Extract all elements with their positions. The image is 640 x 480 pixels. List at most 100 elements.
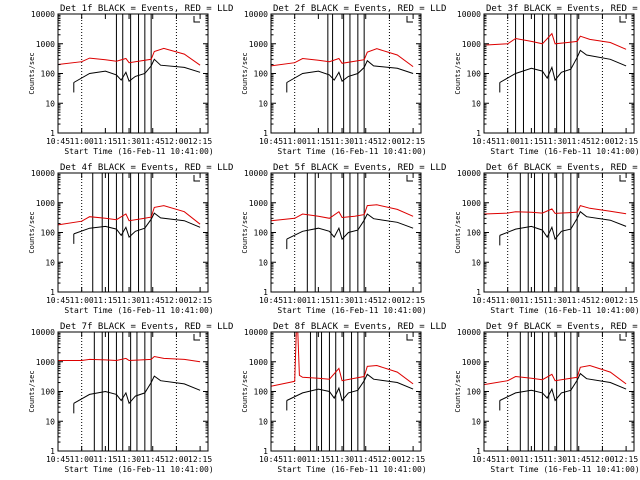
series-line-lld: [270, 331, 414, 387]
x-tick-label: 12:00: [164, 137, 188, 146]
plot-frame: [270, 172, 422, 293]
y-axis-label: Counts/sec: [28, 211, 36, 253]
x-tick-label: 11:30: [543, 296, 567, 305]
chart-panel-9: 1 10 100 1000 10000 10:45 11:00 11:15 11:30 11:45…: [454, 322, 640, 474]
y-tick-label: 1: [50, 447, 55, 456]
x-tick-label: 11:00: [70, 455, 94, 464]
x-tick-label: 12:00: [377, 296, 401, 305]
x-tick-label: 11:45: [354, 455, 378, 464]
y-tick-label: 100: [41, 70, 56, 79]
y-tick-label: 100: [254, 388, 269, 397]
corner-bracket-icon: [193, 175, 200, 182]
corner-bracket-icon: [619, 16, 626, 23]
y-axis-label: Counts/sec: [28, 52, 36, 94]
series-line-lld: [483, 32, 627, 50]
y-tick-label: 100: [41, 388, 56, 397]
y-tick-label: 10000: [457, 328, 481, 337]
x-tick-label: 11:15: [519, 296, 543, 305]
series-line-events: [499, 372, 627, 402]
series-line-events: [73, 58, 201, 83]
x-tick-label: 12:00: [164, 455, 188, 464]
x-tick-label: 11:45: [141, 137, 165, 146]
y-tick-label: 10000: [244, 10, 268, 19]
x-tick-label: 12:15: [401, 137, 425, 146]
x-tick-label: 11:30: [117, 296, 141, 305]
x-tick-label: 12:00: [377, 137, 401, 146]
x-axis-label: Start Time (16-Feb-11 10:41:00): [277, 147, 426, 156]
y-tick-label: 100: [467, 229, 482, 238]
x-tick-label: 11:30: [117, 137, 141, 146]
plot-frame: [57, 13, 209, 134]
x-tick-label: 10:45: [472, 455, 496, 464]
x-tick-label: 11:15: [519, 455, 543, 464]
y-tick-label: 10: [258, 99, 268, 108]
chart-title: Det 8f BLACK = Events, RED = LLD: [273, 322, 446, 332]
y-tick-label: 1000: [249, 40, 268, 49]
x-tick-label: 11:15: [93, 455, 117, 464]
y-tick-label: 1: [50, 288, 55, 297]
y-tick-label: 1000: [36, 40, 55, 49]
chart-title: Det 7f BLACK = Events, RED = LLD: [60, 322, 233, 332]
plot-frame: [270, 13, 422, 134]
corner-bracket-icon: [619, 175, 626, 182]
y-tick-label: 10000: [244, 169, 268, 178]
y-axis-label: Counts/sec: [454, 211, 462, 253]
x-tick-label: 12:00: [377, 455, 401, 464]
y-tick-label: 10000: [457, 169, 481, 178]
x-axis-label: Start Time (16-Feb-11 10:41:00): [277, 465, 426, 474]
series-line-lld: [483, 364, 627, 386]
y-tick-label: 1: [263, 129, 268, 138]
series-line-lld: [270, 204, 414, 222]
x-axis-label: Start Time (16-Feb-11 10:41:00): [64, 306, 213, 315]
x-tick-label: 11:30: [543, 137, 567, 146]
y-tick-label: 1: [476, 288, 481, 297]
plot-frame: [57, 331, 209, 452]
y-tick-label: 1000: [462, 199, 481, 208]
corner-bracket-icon: [619, 334, 626, 341]
chart-panel-3: 1 10 100 1000 10000 10:45 11:00 11:15 11:30 11:45…: [454, 4, 640, 156]
x-tick-label: 11:00: [283, 137, 307, 146]
chart-title: Det 1f BLACK = Events, RED = LLD: [60, 4, 233, 14]
y-tick-label: 10: [471, 258, 481, 267]
x-tick-label: 11:15: [93, 137, 117, 146]
series-line-lld: [270, 48, 414, 68]
chart-panel-5: 1 10 100 1000 10000 10:45 11:00 11:15 11:30 11:45…: [241, 163, 446, 315]
x-tick-label: 12:00: [590, 137, 614, 146]
x-axis-label: Start Time (16-Feb-11 10:41:00): [490, 147, 639, 156]
y-tick-label: 10: [258, 258, 268, 267]
x-axis-label: Start Time (16-Feb-11 10:41:00): [490, 465, 639, 474]
series-line-events: [73, 375, 201, 405]
x-tick-label: 11:30: [543, 455, 567, 464]
x-tick-label: 12:15: [401, 296, 425, 305]
x-axis-label: Start Time (16-Feb-11 10:41:00): [490, 306, 639, 315]
x-tick-label: 11:45: [567, 455, 591, 464]
y-tick-label: 100: [254, 229, 269, 238]
y-tick-label: 1: [476, 447, 481, 456]
chart-title: Det 3f BLACK = Events, RED = LLD: [486, 4, 640, 14]
x-tick-label: 10:45: [46, 455, 70, 464]
plot-frame: [483, 13, 635, 134]
x-tick-label: 11:00: [70, 137, 94, 146]
chart-panel-1: 1 10 100 1000 10000 10:45 11:00 11:15 11:30 11:45…: [28, 4, 233, 156]
series-line-events: [499, 210, 627, 241]
series-line-events: [286, 373, 414, 402]
x-tick-label: 12:15: [614, 296, 638, 305]
x-tick-label: 11:45: [141, 455, 165, 464]
y-axis-label: Counts/sec: [454, 52, 462, 94]
chart-panel-7: 1 10 100 1000 10000 10:45 11:00 11:15 11:30 11:45…: [28, 322, 233, 474]
x-tick-label: 12:00: [590, 296, 614, 305]
x-tick-label: 11:45: [567, 296, 591, 305]
x-tick-label: 10:45: [259, 137, 283, 146]
y-tick-label: 1000: [462, 358, 481, 367]
series-line-events: [286, 59, 414, 83]
y-tick-label: 1000: [462, 40, 481, 49]
corner-bracket-icon: [193, 16, 200, 23]
series-line-lld: [57, 205, 201, 226]
plot-frame: [270, 331, 422, 452]
y-axis-label: Counts/sec: [241, 211, 249, 253]
chart-title: Det 9f BLACK = Events, RED = LLD: [486, 322, 640, 332]
x-tick-label: 11:15: [93, 296, 117, 305]
y-tick-label: 1000: [249, 199, 268, 208]
x-tick-label: 11:15: [306, 455, 330, 464]
y-axis-label: Counts/sec: [241, 52, 249, 94]
